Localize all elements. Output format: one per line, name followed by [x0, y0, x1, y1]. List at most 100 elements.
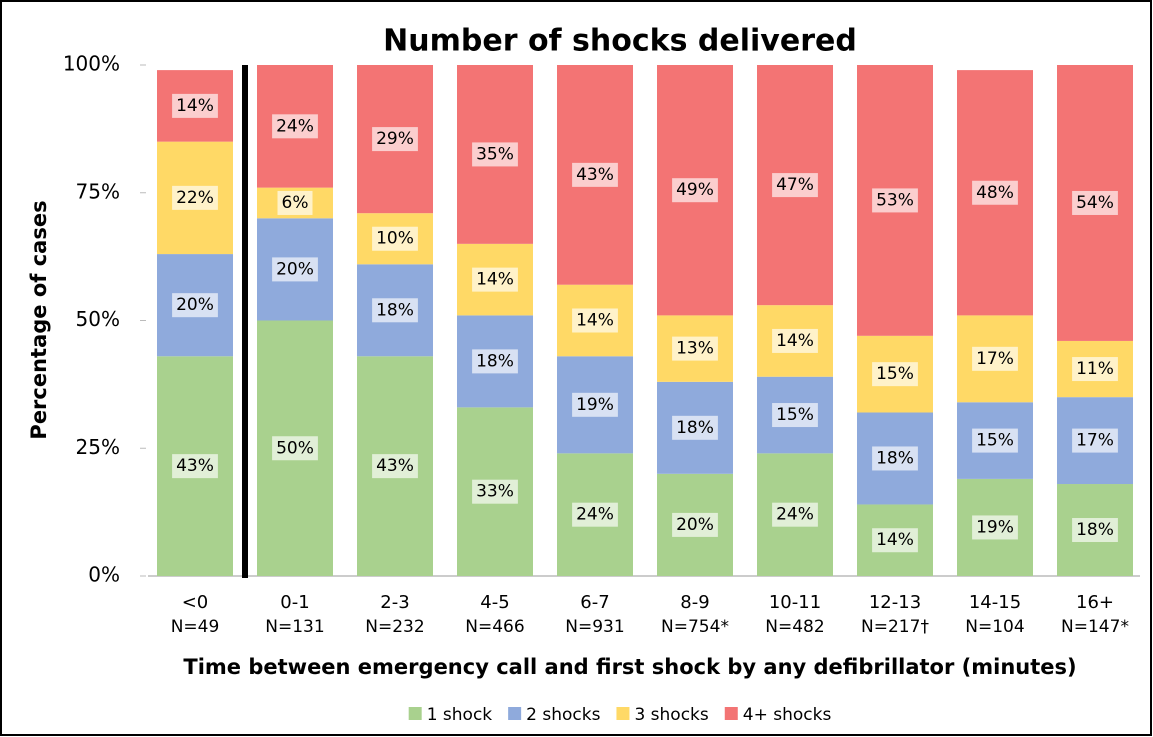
data-label: 14%	[476, 270, 514, 290]
label-box	[772, 173, 818, 198]
x-axis-title: Time between emergency call and first sh…	[183, 655, 1076, 679]
y-tick-label: 50%	[76, 307, 120, 331]
label-box	[172, 93, 218, 118]
data-label: 35%	[476, 144, 514, 164]
label-box	[572, 162, 618, 187]
n-label: N=217†	[861, 617, 929, 637]
n-label: N=131	[265, 617, 324, 637]
data-label: 24%	[276, 116, 314, 136]
label-box	[972, 346, 1018, 371]
label-box	[672, 415, 718, 440]
data-label: 33%	[476, 482, 514, 502]
legend-label: 3 shocks	[634, 705, 708, 725]
label-box	[172, 293, 218, 318]
legend-swatch	[508, 707, 522, 720]
label-box	[272, 114, 318, 139]
data-label: 11%	[1076, 359, 1114, 379]
label-box	[572, 502, 618, 527]
label-box	[1072, 518, 1118, 543]
data-label: 15%	[876, 364, 914, 384]
label-box	[972, 180, 1018, 205]
label-box	[372, 127, 418, 152]
x-tick-label: 6-7	[580, 592, 609, 613]
label-box	[972, 428, 1018, 453]
data-label: 13%	[676, 339, 714, 359]
x-tick-label: 2-3	[380, 592, 409, 613]
data-label: 14%	[776, 331, 814, 351]
label-box	[172, 454, 218, 479]
label-box	[172, 185, 218, 210]
n-label: N=49	[171, 617, 220, 637]
n-label: N=232	[365, 617, 424, 637]
legend-label: 4+ shocks	[743, 705, 832, 725]
y-tick-label: 75%	[76, 179, 120, 203]
label-box	[872, 528, 918, 553]
data-label: 22%	[176, 188, 214, 208]
label-box	[1072, 428, 1118, 453]
data-label: 50%	[276, 438, 314, 458]
label-box	[1072, 357, 1118, 382]
label-box	[872, 446, 918, 471]
n-label: N=104	[965, 617, 1024, 637]
n-label: N=466	[465, 617, 524, 637]
data-label: 14%	[876, 530, 914, 550]
n-label: N=482	[765, 617, 824, 637]
label-box	[1072, 190, 1118, 215]
data-label: 29%	[376, 129, 414, 149]
data-label: 20%	[276, 259, 314, 279]
data-label: 54%	[1076, 193, 1114, 213]
label-box	[972, 515, 1018, 540]
data-label: 47%	[776, 175, 814, 195]
bars: 43% 20% 22% 14% 50% 20% 6% 24% 43% 18% 10% 29% 33% 18…	[157, 65, 1133, 576]
data-label: 18%	[476, 351, 514, 371]
legend-label: 2 shocks	[526, 705, 600, 725]
y-tick-label: 0%	[88, 563, 120, 587]
x-tick-label: 10-11	[769, 592, 821, 613]
n-label: N=754*	[661, 617, 729, 637]
x-tick-label: 14-15	[969, 592, 1021, 613]
data-label: 48%	[976, 183, 1014, 203]
label-box	[872, 188, 918, 213]
legend: 1 shock 2 shocks 3 shocks 4+ shocks	[408, 705, 832, 725]
data-label: 19%	[976, 517, 1014, 537]
data-label: 43%	[376, 456, 414, 476]
label-box	[372, 226, 418, 251]
label-box	[572, 308, 618, 333]
data-label: 14%	[576, 311, 614, 331]
data-label: 43%	[176, 456, 214, 476]
legend-label: 1 shock	[427, 705, 493, 725]
x-tick-label: 8-9	[680, 592, 709, 613]
x-tick-label: <0	[182, 592, 209, 613]
label-box	[772, 502, 818, 527]
label-box	[372, 298, 418, 323]
label-box	[472, 479, 518, 504]
label-box	[672, 178, 718, 203]
label-box	[472, 267, 518, 292]
data-label: 20%	[676, 515, 714, 535]
data-label: 43%	[576, 165, 614, 185]
label-box	[272, 436, 318, 461]
label-box	[672, 512, 718, 537]
data-label: 6%	[282, 193, 309, 213]
data-label: 14%	[176, 96, 214, 116]
y-tick-label: 25%	[76, 435, 120, 459]
y-axis-title: Percentage of cases	[27, 200, 51, 439]
y-tick-label: 100%	[63, 52, 120, 76]
x-tick-label: 4-5	[480, 592, 509, 613]
label-box	[672, 336, 718, 361]
label-box	[277, 190, 313, 215]
label-box	[872, 362, 918, 387]
data-label: 19%	[576, 395, 614, 415]
data-label: 17%	[1076, 431, 1114, 451]
legend-swatch	[616, 707, 630, 720]
data-label: 53%	[876, 190, 914, 210]
chart-title: Number of shocks delivered	[383, 24, 857, 59]
data-label: 20%	[176, 295, 214, 315]
legend-swatch	[724, 707, 738, 720]
n-label: N=147*	[1061, 617, 1129, 637]
data-label: 18%	[876, 448, 914, 468]
label-box	[472, 349, 518, 374]
label-box	[472, 142, 518, 167]
data-label: 15%	[976, 431, 1014, 451]
